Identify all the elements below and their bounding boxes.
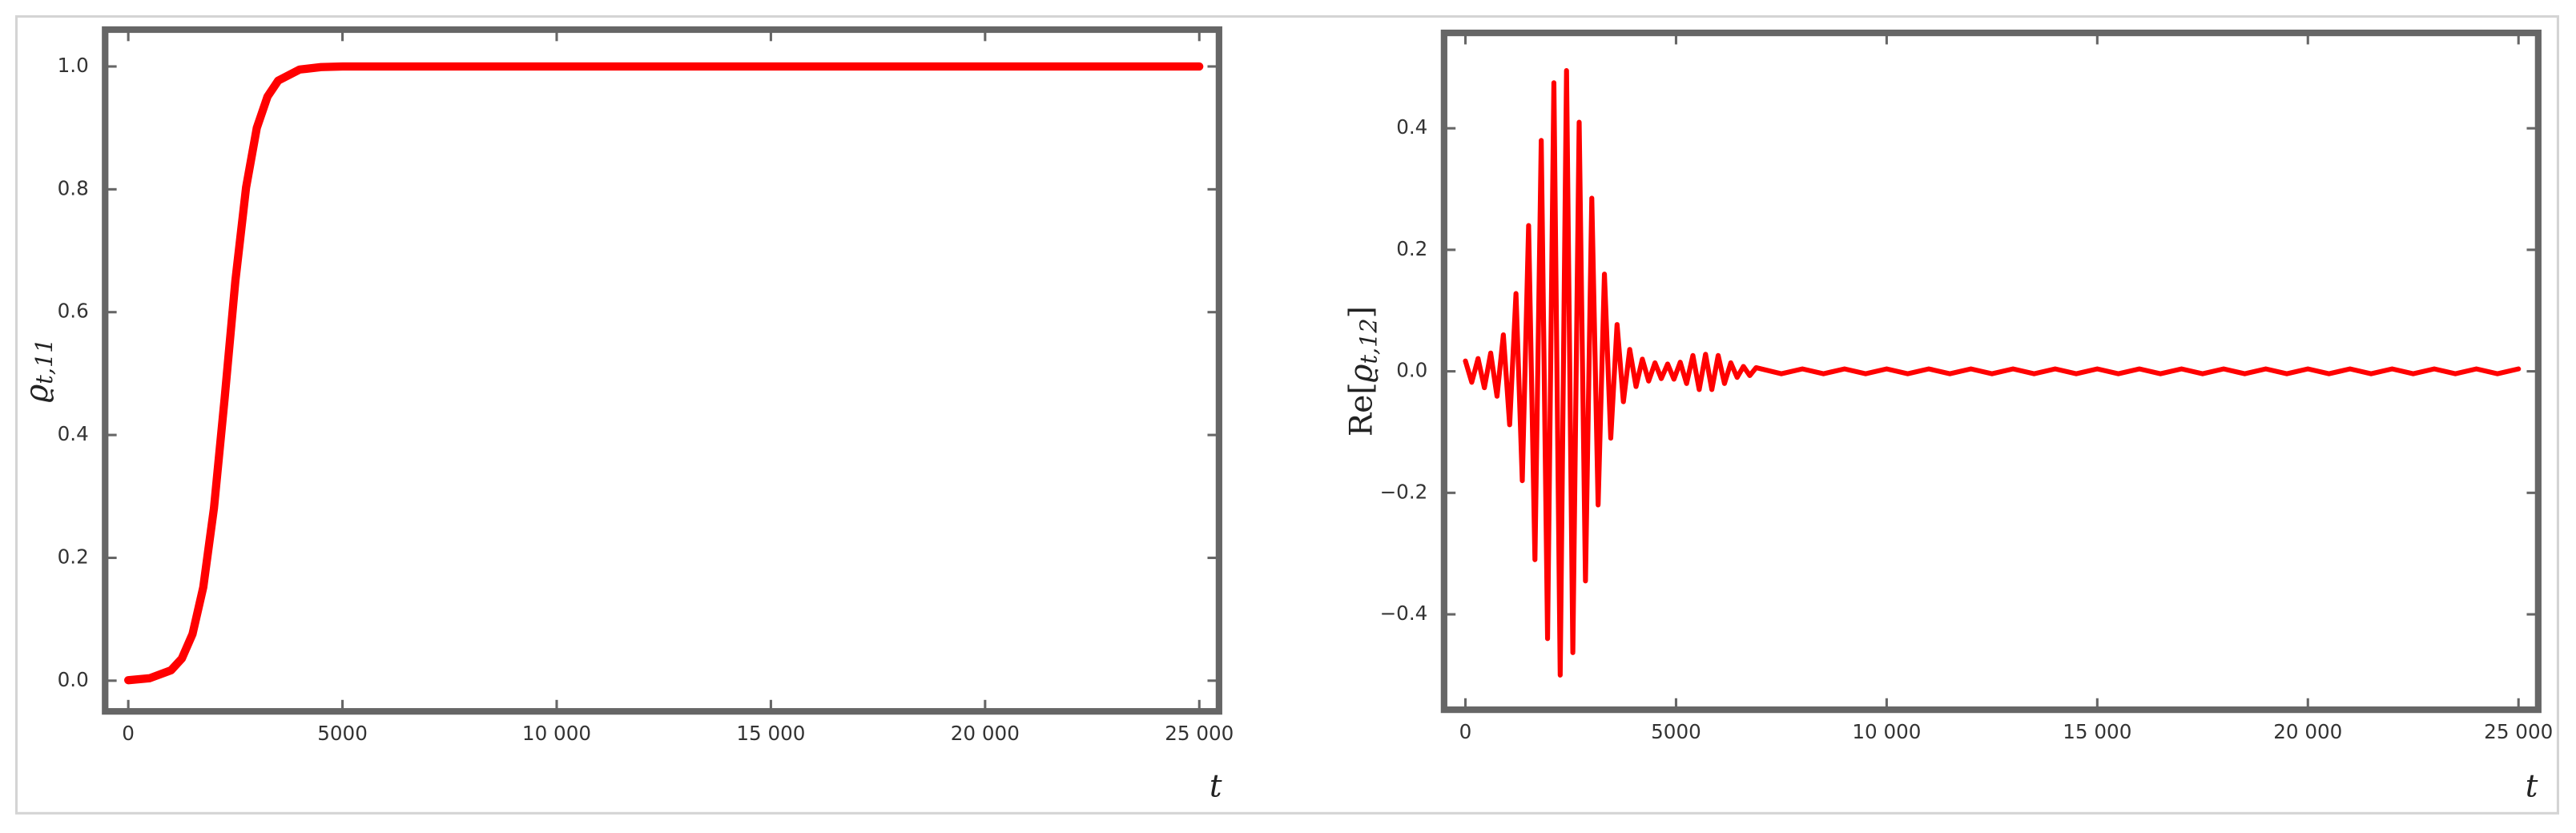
y-axis-label: ϱt,11 xyxy=(19,339,58,403)
x-tick-label: 10 000 xyxy=(522,722,591,745)
y-tick-label: −0.4 xyxy=(1380,602,1428,625)
y-tick-label: 0.0 xyxy=(58,668,89,691)
x-tick-label: 25 000 xyxy=(1165,722,1234,745)
x-axis-label: t xyxy=(1210,769,1222,805)
y-tick-label: −0.2 xyxy=(1380,480,1428,503)
y-tick-label: 0.2 xyxy=(1396,237,1427,260)
x-tick-label: 20 000 xyxy=(2273,720,2342,743)
y-label-part: ϱ xyxy=(1343,364,1379,382)
x-tick-label: 5000 xyxy=(1651,720,1701,743)
y-tick-label: 0.4 xyxy=(58,422,89,445)
x-tick-label: 10 000 xyxy=(1852,720,1921,743)
chart-panel: 0 5000 10 000 15 000 20 000 25 000 0.0 0.2 0.4 0.… xyxy=(19,26,1234,805)
y-tick-label: 0.8 xyxy=(58,176,89,199)
y-tick-label: 0.0 xyxy=(1396,359,1427,382)
plot-frame xyxy=(102,26,1222,715)
outer-border xyxy=(14,15,2559,815)
x-tick-label: 0 xyxy=(122,722,135,745)
x-tick-label: 20 000 xyxy=(951,722,1020,745)
y-label-part: Re[ xyxy=(1343,382,1379,437)
y-tick-label: 0.2 xyxy=(58,545,89,568)
y-label-part: t,11 xyxy=(30,339,58,384)
y-tick-label: 1.0 xyxy=(58,54,89,77)
y-label-part: ] xyxy=(1343,306,1379,318)
x-tick-label: 15 000 xyxy=(2063,720,2131,743)
y-label-part: t,12 xyxy=(1355,318,1383,364)
y-tick-label: 0.4 xyxy=(1396,115,1427,139)
y-label-part: ϱ xyxy=(19,384,55,403)
x-tick-label: 5000 xyxy=(317,722,368,745)
x-tick-label: 0 xyxy=(1459,720,1472,743)
x-tick-label: 25 000 xyxy=(2484,720,2553,743)
data-line xyxy=(1463,68,2522,678)
data-line xyxy=(124,62,1204,685)
chart-panel: 0 5000 10 000 15 000 20 000 25 000 −0.4 −0.2 0.0… xyxy=(1343,29,2553,805)
x-axis-label: t xyxy=(2526,769,2538,805)
y-tick-label: 0.6 xyxy=(58,300,89,323)
x-tick-label: 15 000 xyxy=(736,722,805,745)
y-axis-label: Re[ϱt,12] xyxy=(1343,306,1382,437)
